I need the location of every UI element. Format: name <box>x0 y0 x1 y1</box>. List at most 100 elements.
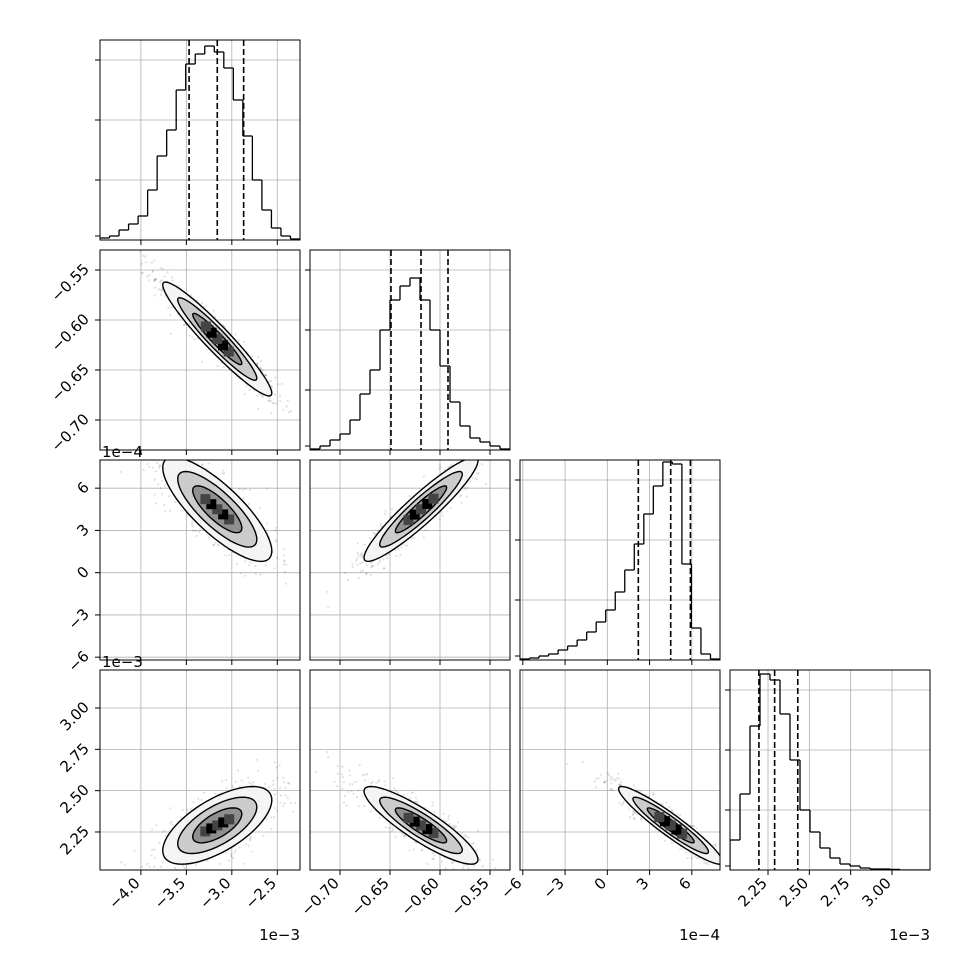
scatter-point <box>168 495 171 498</box>
scatter-point <box>345 804 348 807</box>
scatter-point <box>230 855 233 858</box>
scatter-point <box>618 784 621 787</box>
scatter-point <box>146 275 149 278</box>
scatter-point <box>248 488 251 491</box>
scatter-point <box>238 785 241 788</box>
scatter-point <box>610 782 613 785</box>
scatter-point <box>343 794 346 797</box>
density-core-cell <box>677 828 688 839</box>
scatter-point <box>633 811 637 815</box>
scatter-point <box>481 873 483 875</box>
scatter-point <box>161 279 164 282</box>
scatter-point <box>442 812 445 815</box>
scatter-point <box>629 816 632 819</box>
scatter-point <box>357 789 360 792</box>
scatter-point <box>449 507 452 510</box>
scatter-point <box>382 558 385 561</box>
scatter-point <box>472 842 475 845</box>
scatter-point <box>143 455 145 457</box>
scatter-point <box>500 440 502 442</box>
scatter-point <box>256 394 259 397</box>
y-tick-label: 2.25 <box>56 822 92 858</box>
scatter-point <box>163 504 166 507</box>
scatter-point <box>205 467 208 470</box>
x-tick-label: −3 <box>540 874 568 902</box>
scatter-point <box>361 569 364 572</box>
scatter-point <box>274 529 277 532</box>
scatter-point <box>216 365 219 368</box>
density-core-cell <box>428 493 439 504</box>
scatter-point <box>351 563 354 566</box>
scatter-point <box>496 431 498 433</box>
density-core-cell <box>218 817 229 828</box>
scatter-point <box>250 782 253 786</box>
scatter-point <box>461 867 464 870</box>
density-core-cell <box>422 824 433 835</box>
scatter-point <box>285 563 288 567</box>
scatter-point <box>462 864 465 867</box>
scatter-point <box>189 807 192 810</box>
scatter-point <box>722 867 724 869</box>
scatter-point <box>497 440 499 442</box>
scatter-point <box>618 783 621 786</box>
scatter-point <box>159 279 162 282</box>
scatter-point <box>375 781 378 784</box>
scatter-point <box>212 544 215 547</box>
scatter-point <box>469 480 472 483</box>
scatter-point <box>471 477 474 480</box>
scatter-point <box>360 555 363 558</box>
scatter-point <box>628 808 631 811</box>
scatter-panel <box>520 670 724 870</box>
scatter-point <box>230 853 233 856</box>
scatter-point <box>155 434 157 436</box>
scatter-point <box>180 816 183 819</box>
scatter-point <box>465 453 467 455</box>
scatter-point <box>364 573 368 576</box>
scatter-point <box>247 844 250 848</box>
density-core-cell <box>422 499 433 509</box>
scatter-point <box>402 834 405 837</box>
scatter-point <box>191 460 194 463</box>
scatter-point <box>507 428 509 430</box>
scatter-point <box>170 871 172 873</box>
scatter-point <box>222 469 225 472</box>
scatter-point <box>261 368 264 371</box>
density-core-cell <box>206 327 217 338</box>
histogram-panel <box>310 250 510 450</box>
scatter-point <box>360 552 363 555</box>
scatter-point <box>477 829 480 833</box>
scatter-point <box>363 773 366 777</box>
scatter-point <box>156 443 158 445</box>
scatter-point <box>251 355 254 358</box>
scatter-point <box>147 279 150 282</box>
scatter-point <box>262 834 265 837</box>
scatter-point <box>475 472 478 475</box>
scatter-point <box>470 842 473 845</box>
scatter-point <box>158 464 161 468</box>
scatter-point <box>146 463 149 466</box>
scatter-point <box>153 856 156 860</box>
scatter-point <box>448 465 451 468</box>
scatter-point <box>363 805 366 808</box>
scatter-point <box>190 522 193 526</box>
scatter-point <box>149 447 151 449</box>
scatter-point <box>720 861 722 863</box>
scatter-point <box>217 544 220 548</box>
scatter-point <box>275 766 278 769</box>
scatter-point <box>444 867 447 870</box>
scatter-point <box>476 452 478 454</box>
scatter-point <box>464 833 467 836</box>
scatter-point <box>448 822 451 826</box>
scatter-point <box>278 395 282 398</box>
scatter-point <box>146 438 148 440</box>
scatter-point <box>283 560 286 563</box>
scatter-point <box>363 543 366 547</box>
scatter-point <box>581 760 584 763</box>
scatter-point <box>372 532 375 535</box>
density-core-cell <box>403 515 414 525</box>
x-tick-label: 3 <box>633 874 652 893</box>
scatter-point <box>494 867 497 870</box>
density-core-cell <box>212 334 223 344</box>
scatter-point <box>245 384 248 387</box>
scatter-point <box>163 454 165 456</box>
